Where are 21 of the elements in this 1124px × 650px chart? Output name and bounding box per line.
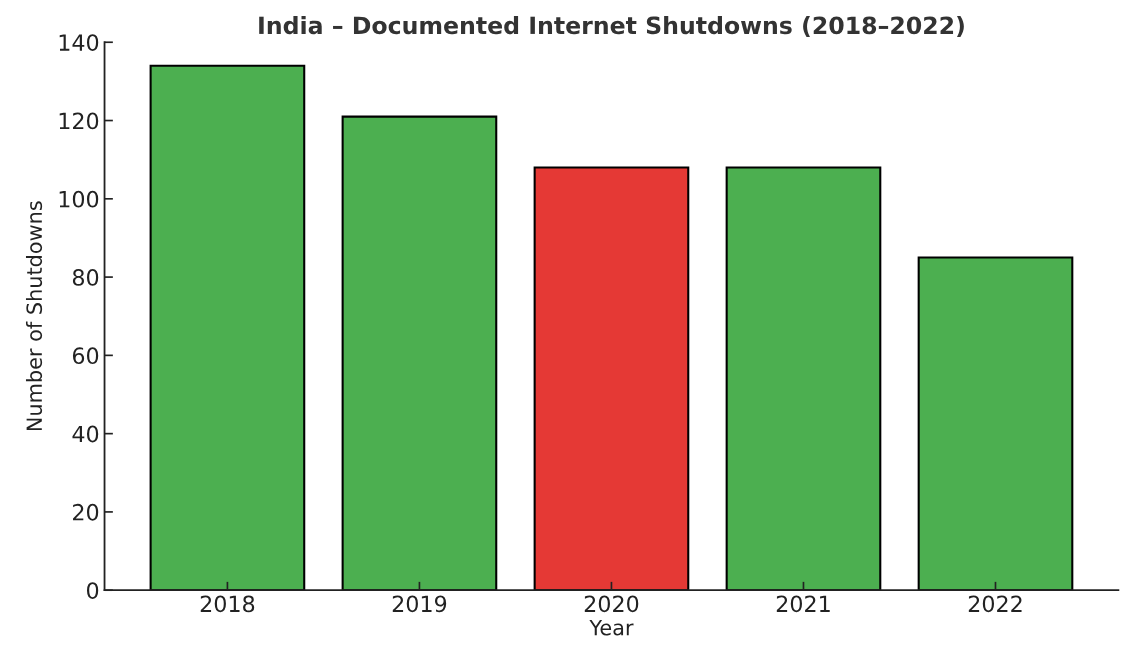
bar: [341, 115, 498, 591]
y-tick-label: 80: [72, 269, 99, 286]
y-tick-label: 60: [72, 347, 99, 365]
y-tick-label: 20: [73, 503, 99, 521]
x-tick-label: 2021: [776, 595, 830, 613]
bar: [917, 256, 1074, 591]
x-tick-label: 2018: [200, 595, 255, 613]
bar: [149, 64, 306, 591]
x-tick-label: 2022: [968, 595, 1022, 613]
y-tick-label: 140: [59, 34, 99, 52]
y-tick-label: 120: [59, 112, 99, 130]
y-tick-label: 100: [59, 190, 99, 208]
y-tick-label: 0: [87, 582, 99, 599]
x-tick-label: 2020: [584, 595, 639, 613]
y-tick-label: 40: [72, 425, 99, 443]
x-axis-title: Year: [589, 619, 634, 636]
y-axis-title: Number of Shutdowns: [25, 201, 43, 431]
chart-title: India – Documented Internet Shutdowns (2018–2022): [259, 15, 964, 38]
bar: [533, 166, 690, 591]
bar: [725, 166, 882, 591]
x-tick-label: 2019: [392, 595, 447, 613]
